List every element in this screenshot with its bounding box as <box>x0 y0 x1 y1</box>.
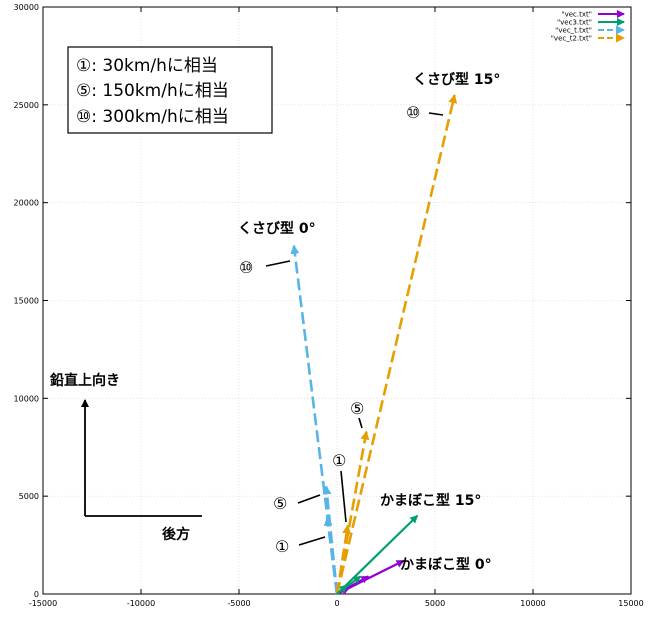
grid-lines <box>43 7 631 594</box>
y-tick-label: 10000 <box>14 394 39 403</box>
x-tick-label: 15000 <box>618 599 643 608</box>
x-tick-label: 5000 <box>425 599 445 608</box>
label-kamaboko-0: かまぼこ型 0° <box>400 556 492 573</box>
vector-arrow <box>336 559 405 595</box>
vectors <box>290 94 458 595</box>
label-kusabi-0: くさび型 0° <box>238 220 316 237</box>
x-tick-label: 10000 <box>520 599 545 608</box>
label-vertical-up: 鉛直上向き <box>50 372 120 389</box>
legend-box-frame <box>67 46 273 134</box>
vector-arrow <box>336 514 419 595</box>
legend-entry-label: "vec_t2.txt" <box>551 35 592 43</box>
leader-5-orange <box>358 417 363 429</box>
label-backward: 後方 <box>162 526 190 543</box>
x-tick-label: -15000 <box>29 599 57 608</box>
label-kusabi-15: くさび型 15° <box>413 71 500 88</box>
box-line-1: ①: 30km/hに相当 <box>76 56 218 76</box>
tick-labels: -15000 -10000 -5000 0 5000 10000 15000 0 5000 100… <box>14 3 644 608</box>
y-tick-label: 25000 <box>14 101 39 110</box>
circ-10-orange: ⑩ <box>406 103 420 122</box>
circ-1-blue: ① <box>275 537 289 556</box>
y-tick-label: 15000 <box>14 297 39 306</box>
leader-5-blue <box>297 494 321 504</box>
y-tick-label: 30000 <box>14 3 39 12</box>
circ-5-orange: ⑤ <box>350 399 364 418</box>
circ-1-orange: ① <box>332 451 346 470</box>
leader-1-orange <box>340 470 347 523</box>
box-line-3: ⑩: 300km/hに相当 <box>76 107 229 127</box>
y-tick-label: 0 <box>34 590 39 599</box>
box-line-2: ⑤: 150km/hに相当 <box>76 81 229 101</box>
x-tick-label: -10000 <box>127 599 155 608</box>
circ-10-blue: ⑩ <box>239 258 253 277</box>
vector-arrow <box>335 94 458 595</box>
circ-5-blue: ⑤ <box>273 494 287 513</box>
x-tick-label: -5000 <box>227 599 250 608</box>
legend: "vec.txt""vec3.txt""vec_t.txt""vec_t2.tx… <box>551 10 625 43</box>
legend-entry-label: "vec3.txt" <box>557 19 592 27</box>
y-tick-label: 20000 <box>14 199 39 208</box>
legend-entry-label: "vec.txt" <box>561 11 592 19</box>
y-tick-label: 5000 <box>19 492 39 501</box>
vector-arrow <box>290 244 339 595</box>
label-kamaboko-15: かまぼこ型 15° <box>380 492 481 509</box>
leader-1-blue <box>298 536 326 546</box>
vector-arrow <box>335 430 370 595</box>
x-tick-label: 0 <box>334 599 339 608</box>
leader-10-orange <box>428 112 444 116</box>
legend-entry-label: "vec_t.txt" <box>555 27 592 35</box>
leader-10-blue <box>265 260 291 267</box>
